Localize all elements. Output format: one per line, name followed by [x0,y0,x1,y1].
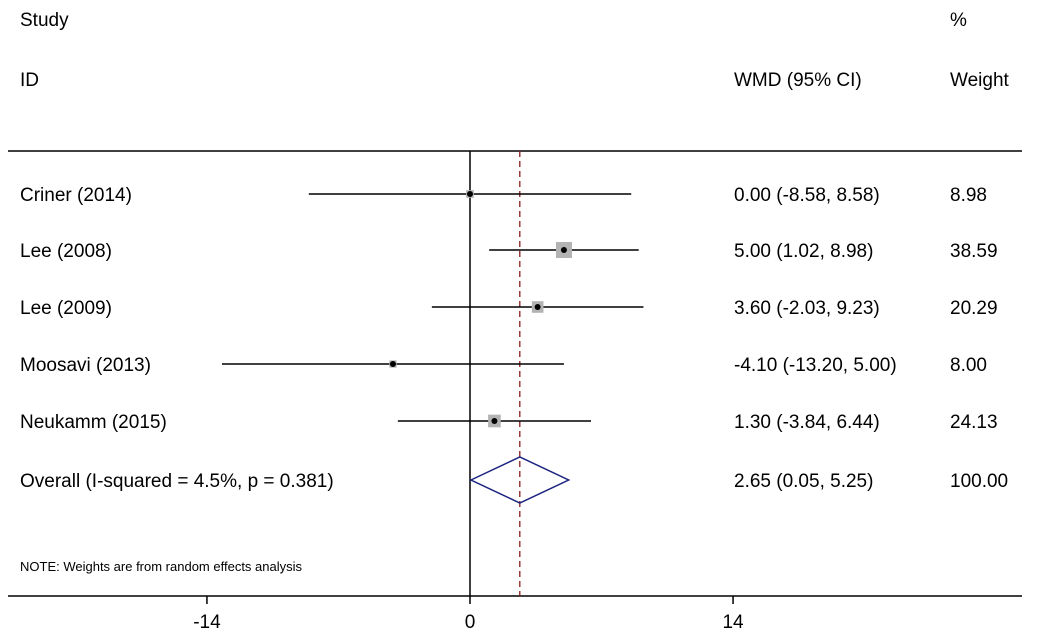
x-tick-label: -14 [193,612,221,633]
overall-diamond [469,456,571,504]
overall-label: Overall (I-squared = 4.5%, p = 0.381) [20,471,334,492]
study-point-estimate [560,247,567,253]
footnote: NOTE: Weights are from random effects an… [20,559,303,574]
overall-ci-text: 2.65 (0.05, 5.25) [734,471,873,492]
header-study: Study [20,10,69,31]
study-weight-text: 38.59 [950,241,998,262]
study-label: Criner (2014) [20,185,132,206]
study-label: Neukamm (2015) [20,412,167,433]
header-ci: WMD (95% CI) [734,70,862,91]
study-weight-text: 20.29 [950,298,998,319]
study-ci-text: 3.60 (-2.03, 9.23) [734,298,880,319]
study-ci-text: 5.00 (1.02, 8.98) [734,241,873,262]
plot-area [221,151,644,596]
x-axis-ticks: -14 0 14 [193,596,744,633]
study-weight-text: 8.98 [950,185,987,206]
header-id: ID [20,70,39,91]
x-tick-label: 0 [465,612,476,633]
overall-weight-text: 100.00 [950,471,1008,492]
study-point-estimate [467,191,473,197]
header-weight-pct: % [950,10,967,31]
study-ci-text: 1.30 (-3.84, 6.44) [734,412,880,433]
study-point-estimate [491,418,498,424]
study-point-estimate [534,304,541,310]
study-weight-text: 8.00 [950,355,987,376]
study-label: Lee (2008) [20,241,112,262]
study-ci-text: 0.00 (-8.58, 8.58) [734,185,880,206]
study-label: Moosavi (2013) [20,355,151,376]
study-ci-text: -4.10 (-13.20, 5.00) [734,355,897,376]
study-rows: Criner (2014) 0.00 (-8.58, 8.58) 8.98 Lee (… [20,185,1008,492]
study-weight-text: 24.13 [950,412,998,433]
study-label: Lee (2009) [20,298,112,319]
x-tick-label: 14 [722,612,744,633]
header-weight: Weight [950,70,1010,91]
study-point-estimate [389,361,396,367]
